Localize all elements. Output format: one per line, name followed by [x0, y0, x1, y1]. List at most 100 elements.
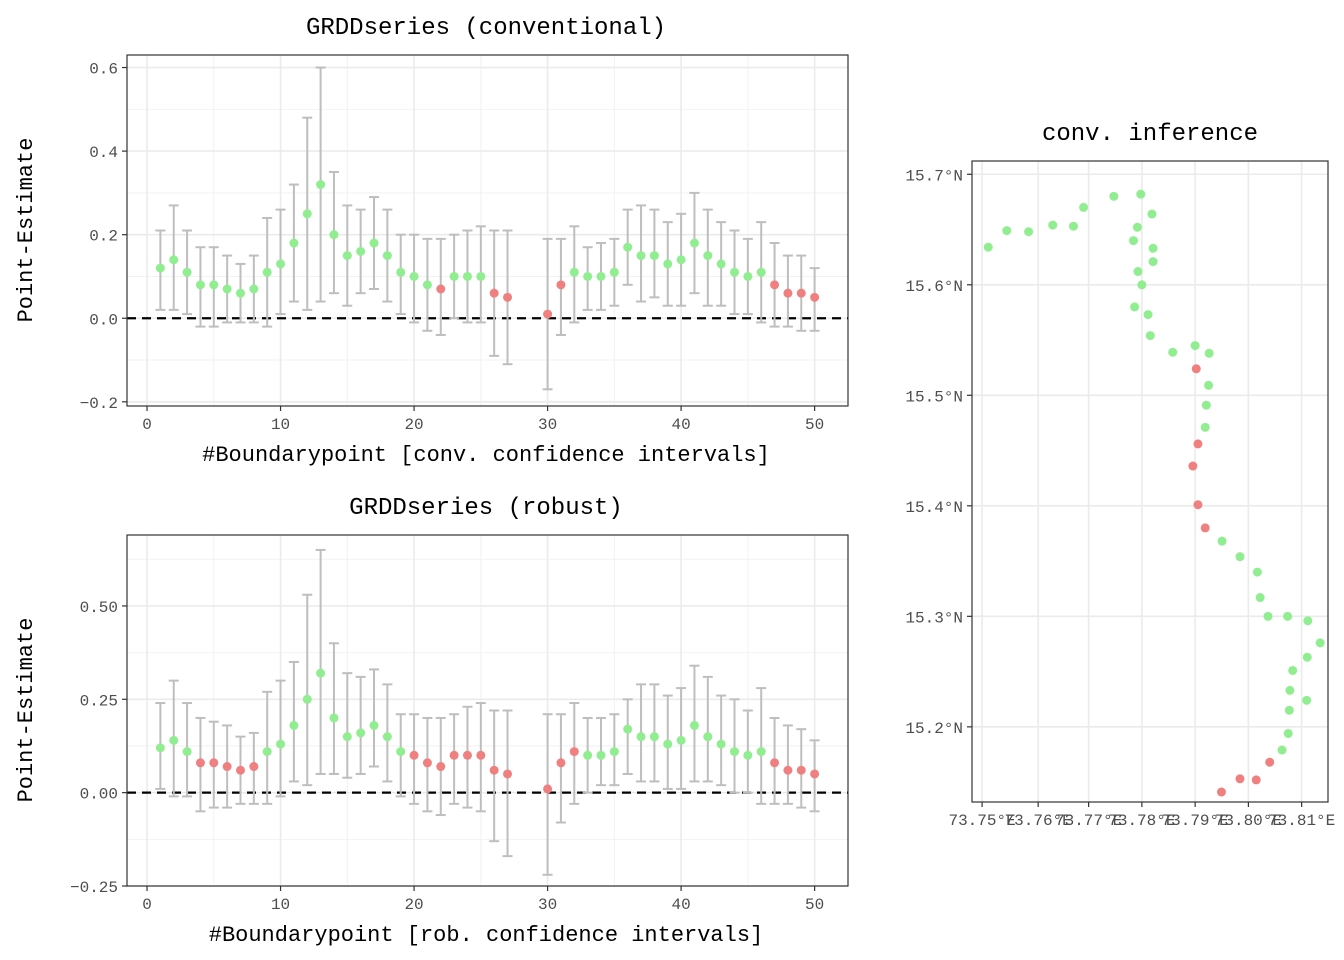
data-point: [649, 251, 659, 261]
conventional-series-panel: GRDDseries (conventional) 0 10 20 30 40 50 −0.…: [14, 15, 849, 468]
data-point: [636, 732, 646, 742]
data-point: [316, 668, 326, 678]
data-point: [770, 280, 780, 290]
data-point: [329, 230, 339, 240]
x-tick-label: 73.76°E: [1005, 812, 1072, 830]
y-tick-label: 15.2°N: [905, 720, 963, 738]
y-tick-label: 15.4°N: [905, 499, 963, 517]
data-point: [1302, 652, 1312, 662]
data-point: [342, 251, 352, 261]
robust-series-panel: GRDDseries (robust) 0 10 20 30 40 50 −0.25 0.00…: [14, 495, 849, 948]
data-point: [1188, 461, 1198, 471]
data-point: [796, 765, 806, 775]
data-point: [783, 765, 793, 775]
data-point: [1147, 209, 1157, 219]
data-point: [1288, 665, 1298, 675]
data-point: [663, 259, 673, 269]
data-point: [1148, 243, 1158, 253]
data-point: [1130, 302, 1140, 312]
data-point: [329, 713, 339, 723]
data-point: [409, 271, 419, 281]
data-point: [1193, 500, 1203, 510]
y-tick-label: 15.5°N: [905, 388, 963, 406]
data-point: [1216, 787, 1226, 797]
y-axis-title: Point-Estimate: [14, 138, 39, 323]
x-tick-label: 10: [271, 896, 290, 914]
plot-border: [126, 534, 849, 887]
data-point: [1143, 310, 1153, 320]
data-point: [783, 288, 793, 298]
data-point: [609, 747, 619, 757]
y-tick-label: 0.2: [89, 228, 118, 246]
y-tick-label: −0.2: [80, 395, 118, 413]
x-tick-label: 73.75°E: [948, 812, 1015, 830]
data-point: [396, 747, 406, 757]
data-point: [596, 750, 606, 760]
data-point: [382, 732, 392, 742]
x-tick-label: 73.80°E: [1215, 812, 1282, 830]
data-point: [222, 762, 232, 772]
x-tick-label: 30: [538, 896, 557, 914]
data-point: [1235, 552, 1245, 562]
data-point: [462, 271, 472, 281]
data-point: [289, 238, 299, 248]
data-point: [503, 769, 513, 779]
data-point: [689, 720, 699, 730]
x-tick-label: 73.81°E: [1268, 812, 1335, 830]
data-point: [756, 267, 766, 277]
data-point: [195, 758, 205, 768]
data-point: [155, 263, 165, 273]
x-axis-title: #Boundarypoint [conv. confidence interva…: [202, 443, 770, 468]
plot-border: [971, 160, 1329, 803]
y-tick-label: 15.7°N: [905, 167, 963, 185]
data-point: [1302, 695, 1312, 705]
x-tick-label: 73.77°E: [1055, 812, 1122, 830]
data-point: [489, 765, 499, 775]
data-point: [1145, 331, 1155, 341]
data-point: [609, 267, 619, 277]
data-point: [436, 762, 446, 772]
data-point: [569, 747, 579, 757]
y-tick-label: 0.50: [80, 599, 118, 617]
data-point: [569, 267, 579, 277]
panel-title: conv. inference: [1042, 121, 1258, 148]
data-point: [249, 762, 259, 772]
data-point: [596, 271, 606, 281]
x-tick-label: 20: [404, 416, 423, 434]
data-point: [302, 694, 312, 704]
map-panel: conv. inference 73.75°E73.76°E73.77°E73.…: [905, 121, 1335, 830]
data-point: [1235, 774, 1245, 784]
data-point: [756, 747, 766, 757]
data-point: [663, 739, 673, 749]
x-tick-label: 30: [538, 416, 557, 434]
data-point: [1002, 226, 1012, 236]
data-point: [1217, 536, 1227, 546]
data-point: [743, 750, 753, 760]
data-point: [1252, 567, 1262, 577]
data-point: [209, 280, 219, 290]
data-point: [1315, 638, 1325, 648]
plot-border: [126, 54, 849, 407]
data-point: [1136, 189, 1146, 199]
data-point: [1284, 705, 1294, 715]
data-point: [676, 735, 686, 745]
data-point: [730, 747, 740, 757]
data-point: [1204, 348, 1214, 358]
data-point: [356, 246, 366, 256]
data-point: [810, 292, 820, 302]
y-tick-label: 0.25: [80, 692, 118, 710]
data-point: [235, 765, 245, 775]
data-point: [1200, 523, 1210, 533]
data-point: [249, 284, 259, 294]
data-point: [770, 758, 780, 768]
data-point: [649, 732, 659, 742]
data-point: [689, 238, 699, 248]
data-point: [182, 267, 192, 277]
data-point: [342, 732, 352, 742]
x-tick-label: 73.78°E: [1108, 812, 1175, 830]
data-point: [462, 750, 472, 760]
data-point: [1303, 616, 1313, 626]
data-point: [636, 251, 646, 261]
data-point: [222, 284, 232, 294]
